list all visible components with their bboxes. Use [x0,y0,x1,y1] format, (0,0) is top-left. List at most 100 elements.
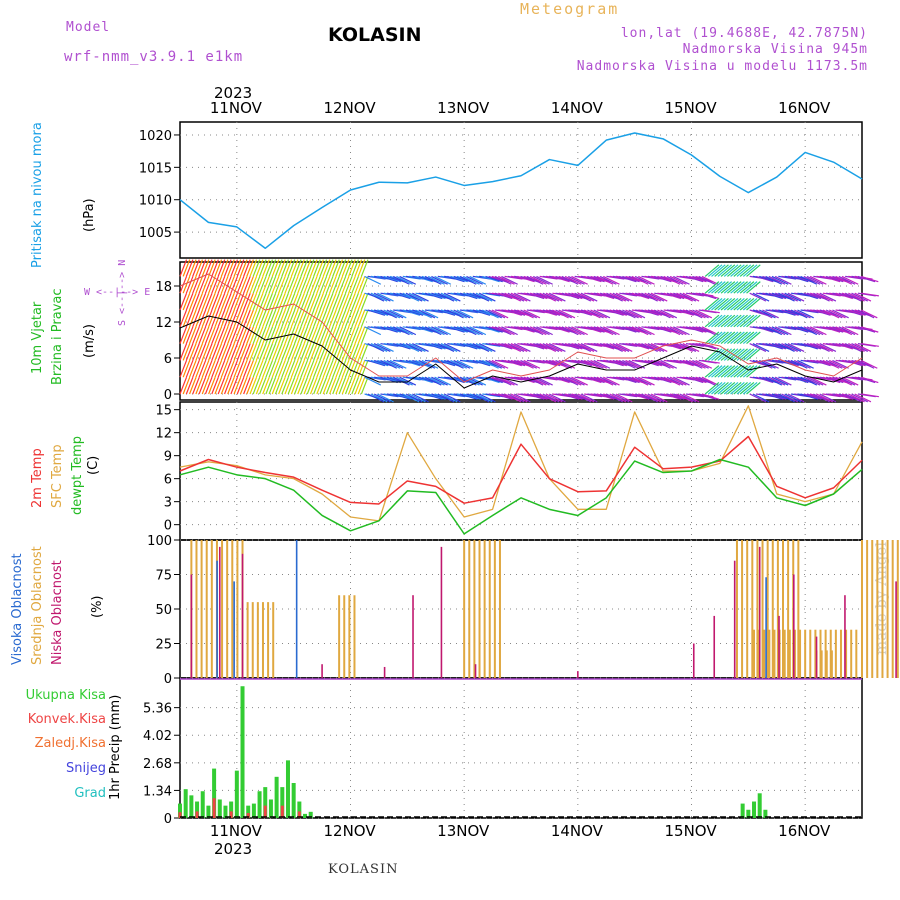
wind-barb [319,276,328,294]
wind-barb [644,343,662,352]
wind-barb [290,326,299,344]
wind-barb [268,377,277,395]
wind-barb [736,314,752,328]
wind-barb [313,343,321,361]
wind-barb [793,309,811,319]
wind-barb [227,259,235,277]
wind-barb [313,326,321,344]
wind-barb [736,331,752,345]
wind-barb [424,326,442,336]
wind-barb [844,343,862,352]
wind-barb [806,326,824,336]
convective-precip-bar [229,811,233,818]
wind-barb [179,293,188,311]
wind-barb [736,365,752,378]
wind-barb [201,259,210,277]
wind-barb [720,381,736,395]
convective-precip-bar [195,811,199,818]
wind-barb [214,293,223,311]
wind-barb [201,343,210,361]
wind-barb [825,376,844,384]
wind-barb [730,281,745,294]
wind-barb [338,293,347,311]
wind-barb [306,259,315,277]
wind-barb [367,309,386,316]
wind-barb [453,359,471,369]
wind-barb [752,292,770,302]
wind-barb [360,343,369,361]
wind-barb [351,326,359,344]
wind-barb [507,393,525,403]
wind-barb [380,359,397,369]
wind-barb [816,393,834,403]
wind-barb [638,376,655,386]
wind-barb [246,276,254,294]
wind-barb [217,360,226,378]
wind-barb [427,326,445,336]
wind-barb [529,376,547,386]
wind-barb [688,359,706,369]
wind-barb [179,377,188,395]
date-label-16nov: 16NOV [778,99,831,117]
wind-barb [599,326,617,336]
wind-barb [574,309,593,316]
y-tick-label: 50 [155,603,172,618]
wind-barb [316,259,324,277]
wind-barb [408,292,426,302]
wind-barb [220,326,229,344]
wind-barb [545,292,563,302]
wind-barb [214,276,223,294]
wind-barb [233,343,242,361]
wind-barb [185,360,194,378]
wind-barb [182,309,191,328]
wind-barb [217,377,226,395]
wind-barb [631,275,649,285]
wind-barb [813,359,831,367]
wind-barb [182,293,191,311]
wind-barb [501,326,518,336]
wind-barb [606,359,624,367]
wind-barb [402,393,420,403]
wind-barb [825,309,843,319]
wind-barb [354,259,363,277]
wind-barb [415,275,433,283]
precip-bar [178,803,182,818]
wind-barb [650,393,668,403]
date-label-15nov: 15NOV [664,822,717,840]
wind-barb [370,292,388,302]
wind-barb [294,259,302,277]
precip-bar [752,801,757,818]
wind-barb [204,276,213,294]
wind-barb [338,326,347,344]
wind-barb [236,360,245,378]
wind-barb [727,365,742,378]
wind-barb [287,276,296,294]
wind-barb [711,365,726,378]
wind-barb [800,343,818,350]
wind-barb [482,309,499,319]
precip-bar [234,770,239,818]
wind-barb [739,281,755,294]
wind-barb [730,381,745,395]
wind-barb [348,326,356,344]
wind-barb [653,309,671,319]
wind-barb [860,359,878,369]
wind-barb [733,314,748,328]
wind-barb [338,259,347,277]
wind-barb [714,281,729,294]
wind-barb [768,393,787,400]
wind-barb [673,275,690,285]
wind-barb [300,377,309,395]
wind-barb [182,276,191,294]
wind-barb [424,376,442,386]
y-tick-label: 1020 [139,129,172,144]
wind-barb [322,360,331,378]
wind-barb [370,343,388,352]
wind-barb [300,343,309,361]
wind-barb [252,326,261,344]
wind-barb [437,292,455,302]
wind-barb [742,297,758,311]
wind-barb [360,326,369,344]
wind-barb [319,377,328,395]
wind-barb [733,331,748,345]
